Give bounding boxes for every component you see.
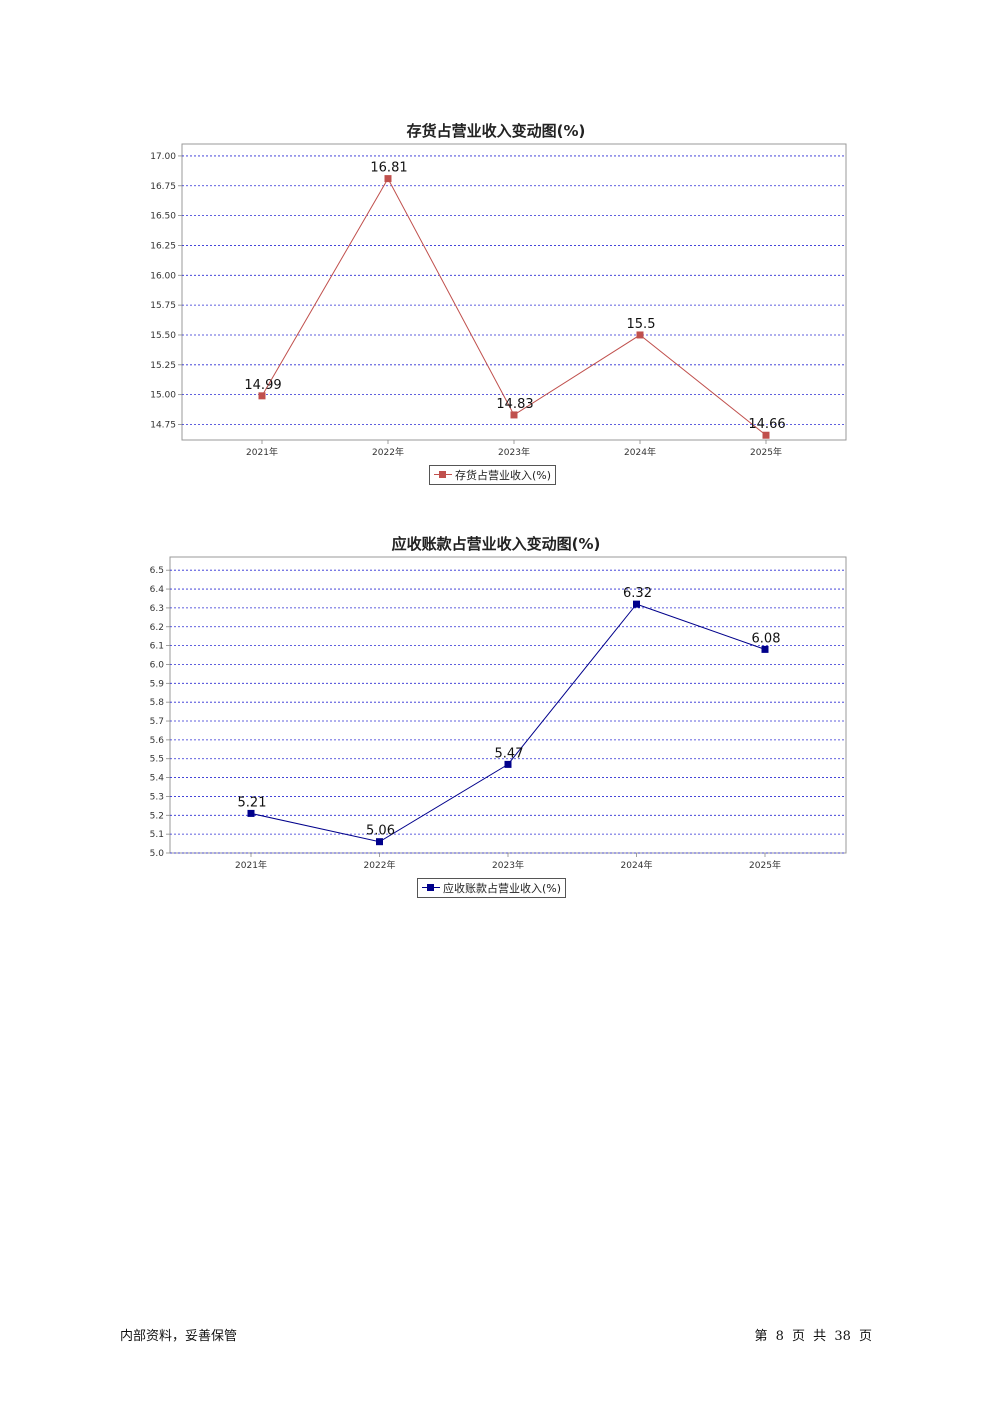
- data-label: 6.32: [623, 586, 652, 601]
- y-tick-label: 6.2: [150, 623, 164, 633]
- y-tick-label: 5.0: [150, 849, 165, 859]
- data-label: 6.08: [752, 631, 781, 646]
- chart-1-legend-label: 存货占营业收入(%): [455, 469, 552, 482]
- data-point: [384, 175, 392, 183]
- y-tick-label: 16.50: [150, 212, 176, 222]
- chart-1-title: 存货占营业收入变动图(%): [406, 122, 586, 140]
- x-tick-label: 2024年: [624, 446, 656, 458]
- y-tick-label: 6.5: [150, 566, 164, 576]
- y-tick-label: 5.5: [150, 755, 164, 765]
- y-tick-label: 15.00: [150, 391, 176, 401]
- data-label: 14.66: [748, 417, 785, 432]
- footer-page-number: 第 8 页 共 38 页: [754, 1329, 872, 1344]
- y-tick-label: 6.3: [150, 604, 164, 614]
- plot-frame: [169, 556, 847, 854]
- y-tick-label: 15.50: [150, 331, 176, 341]
- y-tick-label: 15.75: [150, 301, 176, 311]
- data-point: [504, 760, 512, 768]
- chart-2-plot: 5.0 5.1 5.2 5.3 5.4 5.5 5.6 5.7 5.8 5.9 6.0 6.1 6.2 6…: [150, 556, 847, 871]
- data-point: [762, 431, 770, 439]
- y-tick-label: 6.1: [150, 642, 164, 652]
- y-tick-label: 14.75: [150, 420, 176, 430]
- y-tick-label: 5.2: [150, 811, 164, 821]
- y-tick-label: 5.9: [150, 679, 165, 689]
- chart-1-legend: 存货占营业收入(%): [429, 465, 557, 485]
- y-tick-label: 15.25: [150, 361, 176, 371]
- data-point: [633, 600, 640, 608]
- legend-marker-icon: [422, 883, 440, 893]
- data-point: [510, 411, 518, 419]
- y-tick-label: 6.0: [150, 660, 165, 670]
- data-point: [761, 645, 769, 653]
- chart-2-legend: 应收账款占营业收入(%): [417, 878, 567, 898]
- data-point: [258, 392, 266, 400]
- y-tick-label: 5.4: [150, 774, 165, 784]
- data-point: [636, 331, 644, 339]
- x-tick-label: 2021年: [246, 446, 278, 458]
- data-label: 5.47: [495, 746, 524, 761]
- data-label: 14.99: [244, 378, 281, 393]
- y-tick-label: 5.6: [150, 736, 165, 746]
- y-tick-label: 5.3: [150, 792, 164, 802]
- footer-confidential-note: 内部资料，妥善保管: [120, 1329, 238, 1344]
- data-label: 14.83: [496, 397, 533, 412]
- x-tick-label: 2023年: [492, 859, 524, 871]
- data-point: [247, 809, 255, 817]
- y-tick-label: 6.4: [150, 585, 165, 595]
- y-tick-label: 5.8: [150, 698, 165, 708]
- legend-marker-icon: [434, 470, 452, 480]
- x-tick-label: 2023年: [498, 446, 530, 458]
- x-tick-label: 2025年: [749, 859, 781, 871]
- data-point: [376, 838, 383, 846]
- data-label: 16.81: [370, 161, 407, 176]
- y-tick-label: 5.1: [150, 830, 164, 840]
- data-label: 15.5: [627, 317, 656, 332]
- data-label: 5.21: [238, 795, 267, 810]
- x-tick-label: 2025年: [750, 446, 782, 458]
- chart-2-legend-label: 应收账款占营业收入(%): [443, 882, 562, 895]
- x-tick-label: 2022年: [372, 446, 404, 458]
- data-label: 5.06: [366, 824, 395, 839]
- y-tick-label: 16.00: [150, 271, 176, 281]
- y-tick-label: 16.75: [150, 182, 176, 192]
- chart-1-plot: 14.75 15.00 15.25 15.50 15.75 16.00 16.25 16.50…: [150, 143, 847, 458]
- x-tick-label: 2021年: [235, 859, 267, 871]
- y-tick-label: 5.7: [150, 717, 164, 727]
- y-tick-label: 16.25: [150, 241, 176, 251]
- y-tick-label: 17.00: [150, 152, 176, 162]
- plot-frame: [181, 143, 847, 441]
- x-tick-label: 2022年: [364, 859, 396, 871]
- x-tick-label: 2024年: [621, 859, 653, 871]
- chart-2-title: 应收账款占营业收入变动图(%): [391, 535, 601, 553]
